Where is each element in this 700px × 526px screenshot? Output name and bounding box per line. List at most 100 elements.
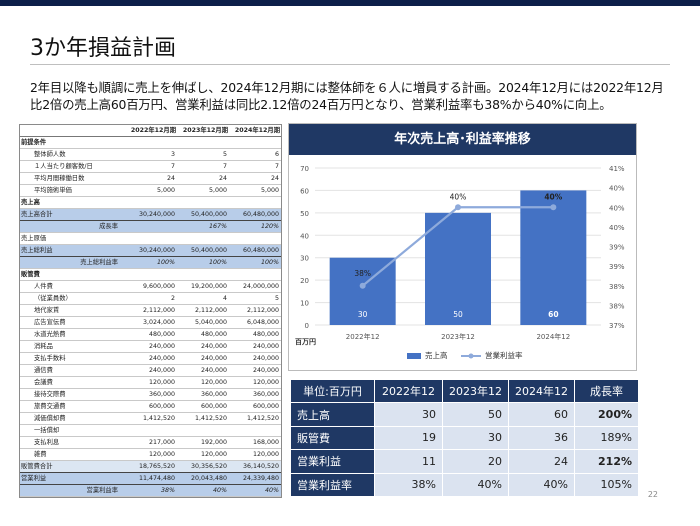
legend-label: 売上高 xyxy=(425,350,448,360)
cell-value xyxy=(229,136,281,149)
cell-value: 24 xyxy=(508,449,575,474)
margin-label: 38% xyxy=(354,269,371,278)
y2-tick-label: 39% xyxy=(609,244,625,252)
table-row: 営業利益率 38% 40% 40% 105% xyxy=(290,472,639,497)
cell-value: 7 xyxy=(177,160,229,173)
legend-bar-swatch xyxy=(407,353,421,359)
row-label: 前提条件 xyxy=(20,136,122,149)
cell-value: 4 xyxy=(177,292,229,305)
legend-line-marker xyxy=(468,353,474,359)
margin-point xyxy=(550,204,557,211)
table-row: （従業員数） 2 4 5 xyxy=(20,292,281,305)
margin-label: 40% xyxy=(544,192,562,201)
y-tick-label: 70 xyxy=(300,165,309,173)
row-label: 支払手数料 xyxy=(20,352,122,365)
cell-value: 167% xyxy=(177,220,229,233)
page-title: 3か年損益計画 xyxy=(30,36,176,61)
cell-value: 5 xyxy=(229,292,281,305)
cell-value: 24,000,000 xyxy=(229,280,281,293)
cell-value: 3 xyxy=(122,148,177,161)
margin-point xyxy=(455,204,461,211)
table-row: 売上総利益 30,240,000 50,400,000 60,480,000 xyxy=(20,244,281,257)
cell-value: 30,356,520 xyxy=(177,460,229,473)
cell-value: 50,400,000 xyxy=(177,208,229,221)
chart-plot: 0 10 20 30 40 50 60 70 37% 38% 38% 39% 39% 40% 40% 40% 4… xyxy=(295,165,625,360)
row-label: 広告宣伝費 xyxy=(20,316,122,329)
pl-detail-table: 2022年12月期 2023年12月期 2024年12月期 前提条件 整体師人数 3 5 6… xyxy=(19,124,282,498)
cell-value: 40% xyxy=(442,472,509,497)
revenue-margin-chart: 年次売上高･利益率推移 0 10 20 30 40 50 60 70 37% 38% 38% 39% 3… xyxy=(288,123,637,371)
y-tick-label: 30 xyxy=(300,255,309,263)
cell-value: 480,000 xyxy=(229,328,281,341)
cell-value: 9,600,000 xyxy=(122,280,177,293)
cell-value: 360,000 xyxy=(229,388,281,401)
cell-value: 20 xyxy=(442,449,509,474)
cell-value: 5 xyxy=(177,148,229,161)
table-row: 一括償却 xyxy=(20,424,281,437)
bar-label: 30 xyxy=(358,310,368,319)
row-label: 営業利益率 xyxy=(20,484,122,497)
cell-value: 40% xyxy=(177,484,229,497)
cell-value: 3,024,000 xyxy=(122,316,177,329)
row-label: （従業員数） xyxy=(20,292,122,305)
cell-value: 240,000 xyxy=(229,364,281,377)
cell-value xyxy=(177,232,229,245)
table-row: 支払手数料 240,000 240,000 240,000 xyxy=(20,352,281,365)
cell-value: 60 xyxy=(508,402,575,427)
y2-tick-label: 40% xyxy=(609,204,625,212)
cell-value: 240,000 xyxy=(177,340,229,353)
table-row: 接待交際費 360,000 360,000 360,000 xyxy=(20,388,281,401)
top-bar xyxy=(0,0,700,6)
bar xyxy=(520,190,587,325)
cell-value: 50,400,000 xyxy=(177,244,229,257)
cell-value: 30 xyxy=(374,402,443,427)
cell-value: 38% xyxy=(374,472,443,497)
row-label: 一括償却 xyxy=(20,424,122,437)
table-row: 成長率 167% 120% xyxy=(20,220,281,233)
cell-value: 40% xyxy=(508,472,575,497)
cell-value: 2,112,000 xyxy=(177,304,229,317)
cell-value: 2,112,000 xyxy=(229,304,281,317)
column-header: 成長率 xyxy=(574,378,639,404)
cell-value: 6 xyxy=(229,148,281,161)
cell-value: 19,200,000 xyxy=(177,280,229,293)
table-row: 営業利益 11 20 24 212% xyxy=(290,449,639,474)
table-row: 支払利息 217,000 192,000 168,000 xyxy=(20,436,281,449)
column-header xyxy=(20,125,122,137)
y2-tick-label: 39% xyxy=(609,263,625,271)
cell-value: 240,000 xyxy=(229,352,281,365)
cell-value: 120,000 xyxy=(177,376,229,389)
margin-label: 40% xyxy=(450,192,467,201)
cell-value: 189% xyxy=(574,425,639,451)
row-label: 営業利益 xyxy=(290,449,375,474)
cell-value: 360,000 xyxy=(122,388,177,401)
cell-value: 19 xyxy=(374,425,443,451)
cell-value: 7 xyxy=(122,160,177,173)
cell-value: 36 xyxy=(508,425,575,451)
cell-value: 480,000 xyxy=(177,328,229,341)
cell-value xyxy=(122,424,177,437)
row-label: 平均月間稼働日数 xyxy=(20,172,122,185)
cell-value: 360,000 xyxy=(177,388,229,401)
cell-value xyxy=(177,196,229,209)
cell-value xyxy=(177,136,229,149)
cell-value: 40% xyxy=(229,484,281,497)
cell-value xyxy=(229,424,281,437)
row-label: 地代家賃 xyxy=(20,304,122,317)
cell-value: 168,000 xyxy=(229,436,281,449)
cell-value: 18,765,520 xyxy=(122,460,177,473)
chart-title: 年次売上高･利益率推移 xyxy=(289,124,636,155)
cell-value: 120,000 xyxy=(122,448,177,461)
cell-value: 60,480,000 xyxy=(229,244,281,257)
page-description: 2年目以降も順調に売上を伸ばし、2024年12月期には整体師を６人に増員する計画… xyxy=(30,80,664,112)
y2-tick-label: 38% xyxy=(609,283,625,291)
table-row: 人件費 9,600,000 19,200,000 24,000,000 xyxy=(20,280,281,293)
cell-value: 1,412,520 xyxy=(177,412,229,425)
legend-label: 営業利益率 xyxy=(485,350,523,360)
cell-value: 30 xyxy=(442,425,509,451)
bar-label: 50 xyxy=(453,310,463,319)
cell-value: 5,000 xyxy=(177,184,229,197)
cell-value: 24,339,480 xyxy=(229,472,281,485)
row-label: 売上高 xyxy=(20,196,122,209)
cell-value: 30,240,000 xyxy=(122,208,177,221)
